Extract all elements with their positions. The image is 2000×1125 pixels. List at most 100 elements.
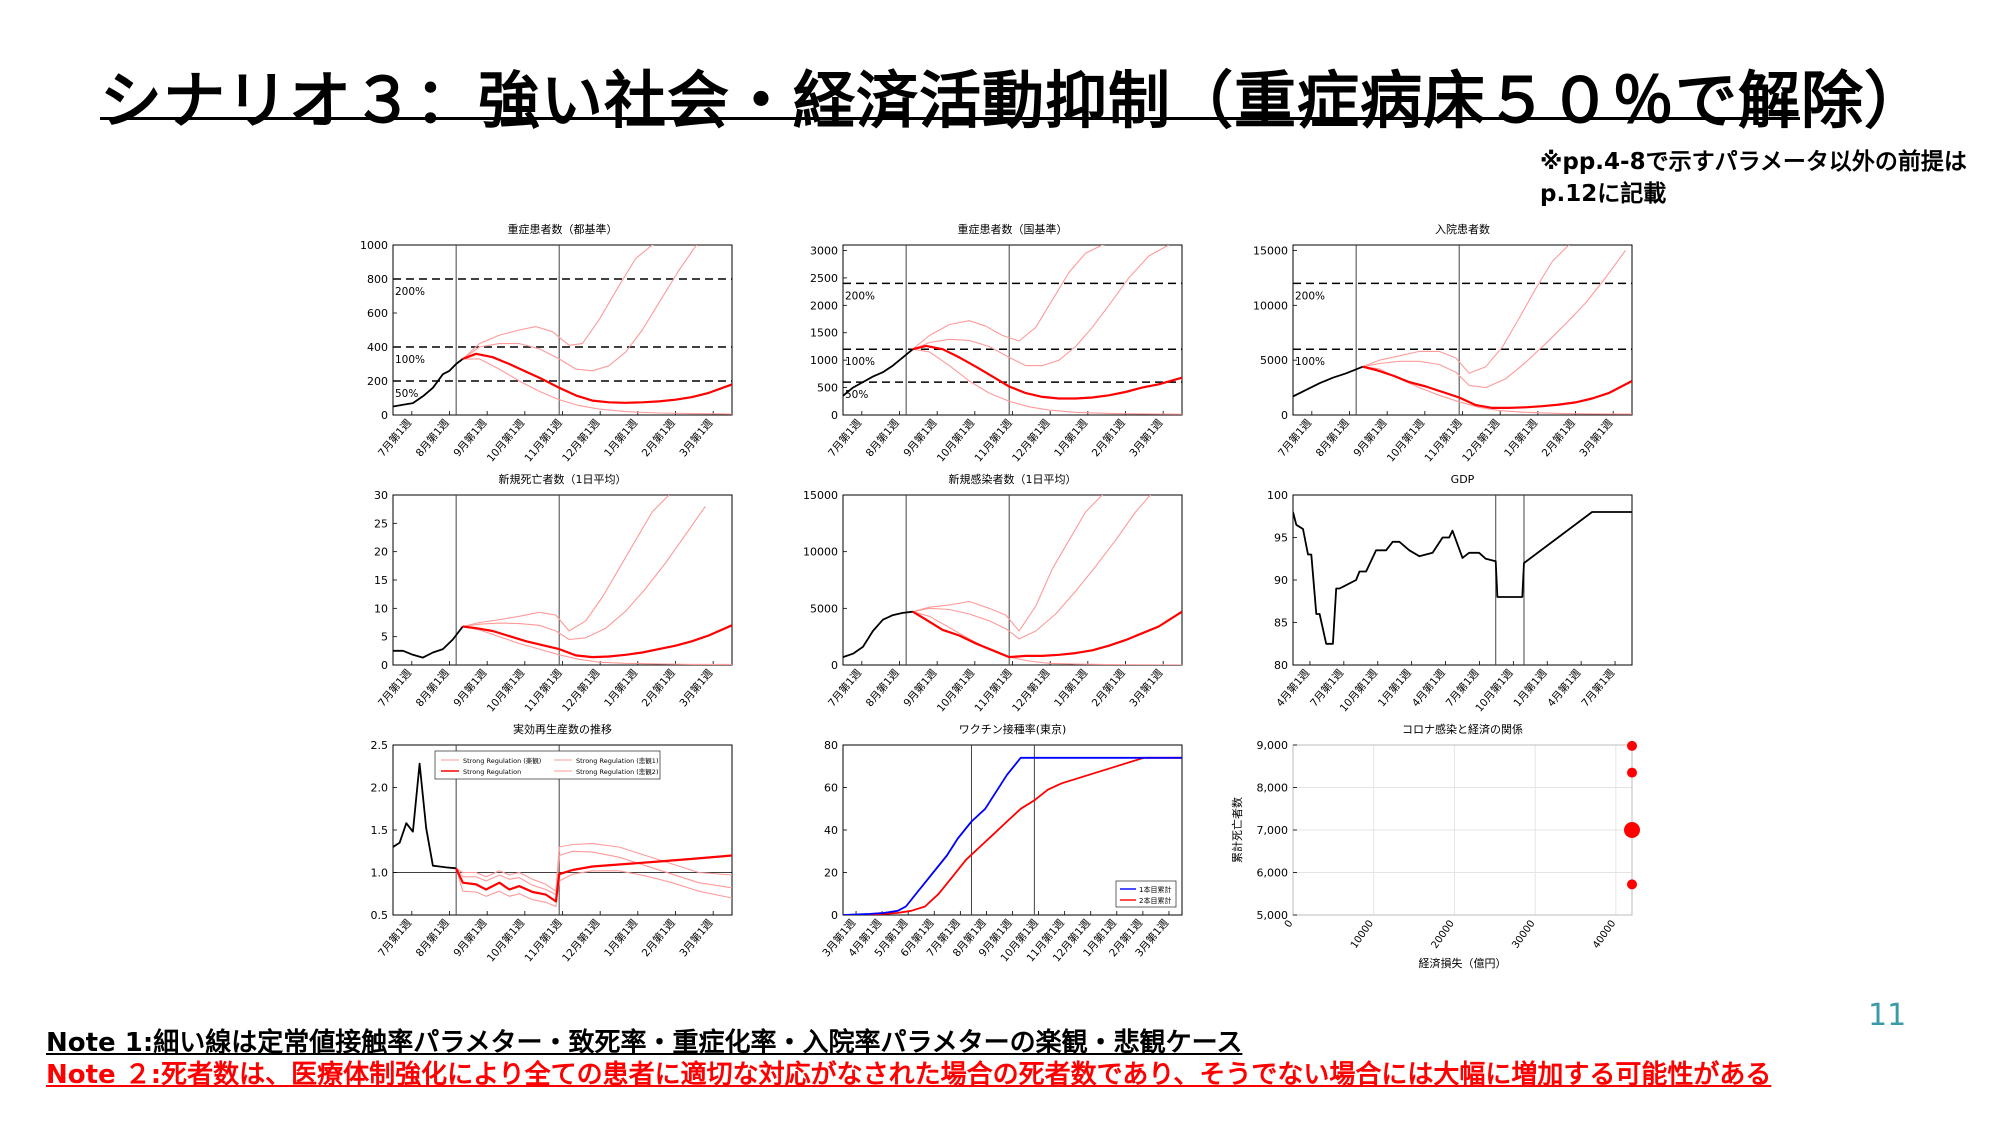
y-tick-label: 40	[824, 824, 838, 837]
x-tick-label: 7月第1週	[375, 416, 414, 459]
series-line-observed	[393, 358, 464, 408]
series-group	[843, 495, 1182, 665]
chart-title: 入院患者数	[1435, 222, 1490, 236]
series-line-case	[462, 245, 655, 360]
series-line-vaccine2	[843, 756, 1182, 915]
x-tick-label: 10月第1週	[484, 666, 527, 714]
x-tick-label: 10000	[1349, 918, 1376, 950]
x-tick-label: 12月第1週	[559, 916, 602, 964]
x-tick-label: 8月第1週	[413, 666, 452, 709]
plot-frame	[1292, 244, 1633, 416]
x-axis-label: 経済損失（億円）	[1419, 956, 1507, 970]
x-tick-label: 7月第1週	[1275, 416, 1314, 459]
reference-line-label: 100%	[1295, 356, 1325, 368]
x-tick-label: 10月第1週	[484, 416, 527, 464]
scatter-point	[1627, 740, 1637, 751]
chart-title: 新規感染者数（1日平均）	[949, 472, 1077, 486]
y-tick-label: 200	[367, 375, 388, 388]
legend-box	[434, 750, 661, 780]
x-tick-label: 2月第1週	[1089, 416, 1128, 459]
y-tick-label: 100	[1267, 489, 1288, 502]
series-group	[393, 245, 732, 415]
x-tick-label: 7月第1週	[375, 666, 414, 709]
x-tick-label: 7月第1週	[375, 916, 414, 959]
y-tick-label: 0	[831, 659, 838, 672]
series-line-central	[462, 352, 732, 404]
legend-entry-label: Strong Regulation (悲観1)	[576, 756, 658, 765]
series-group	[843, 756, 1182, 915]
x-tick-label: 10月第1週	[934, 666, 977, 714]
series-line-observed	[393, 762, 457, 870]
y-tick-label: 15000	[803, 489, 838, 502]
x-tick-label: 2月第1週	[1539, 416, 1578, 459]
y-tick-label: 0	[831, 409, 838, 422]
chart-title: ワクチン接種率(東京)	[959, 722, 1067, 736]
y-tick-label: 10	[374, 602, 388, 615]
y-tick-label: 25	[374, 517, 388, 530]
x-tick-label: 1月第1週	[1051, 416, 1090, 459]
x-tick-label: 4月第1週	[1545, 666, 1584, 709]
x-tick-label: 8月第1週	[863, 666, 902, 709]
y-tick-label: 0	[381, 409, 388, 422]
x-tick-label: 9月第1週	[1351, 416, 1390, 459]
x-tick-label: 2月第1週	[639, 666, 678, 709]
y-tick-label: 10000	[1253, 299, 1288, 312]
x-tick-label: 11月第1週	[972, 416, 1015, 464]
reference-line-label: 100%	[845, 356, 875, 368]
x-tick-label: 9月第1週	[451, 416, 490, 459]
series-line-observed	[1293, 365, 1364, 398]
y-tick-label: 0.5	[371, 909, 389, 922]
legend-entry-label: 1本目累計	[1139, 885, 1171, 894]
x-tick-label: 1月第1週	[1375, 666, 1414, 709]
series-group	[1293, 245, 1632, 415]
y-tick-label: 3000	[810, 244, 838, 257]
slide-title: シナリオ３：強い社会・経済活動抑制（重症病床５０％で解除）	[100, 64, 1928, 137]
x-tick-label: 12月第1週	[1459, 416, 1502, 464]
plot-frame	[392, 494, 733, 666]
legend-entry-label: Strong Regulation (悲観2)	[576, 767, 658, 776]
series-line-case	[912, 495, 1104, 632]
x-tick-label: 1月第1週	[601, 416, 640, 459]
y-tick-label: 6,000	[1257, 867, 1289, 880]
y-tick-label: 80	[824, 739, 838, 752]
y-tick-label: 20	[374, 546, 388, 559]
chart-title: 重症患者数（都基準）	[508, 222, 618, 236]
x-tick-label: 20000	[1430, 918, 1457, 950]
series-group	[1293, 511, 1632, 645]
y-tick-label: 2000	[810, 299, 838, 312]
series-group	[843, 245, 1182, 415]
x-tick-label: 8月第1週	[1313, 416, 1352, 459]
chart-panel-2: 重症患者数（国基準） 0 500 1000 1500 2000 2500 3000 7月第1週 8…	[810, 222, 1183, 464]
chart-title: GDP	[1451, 473, 1475, 486]
y-tick-label: 9,000	[1257, 739, 1289, 752]
legend-entry-label: 2本目累計	[1139, 896, 1171, 905]
y-tick-label: 1.5	[371, 824, 389, 837]
y-tick-label: 600	[367, 307, 388, 320]
x-tick-label: 1月第1週	[601, 916, 640, 959]
reference-line-label: 100%	[395, 354, 425, 366]
note-1: Note 1:細い線は定常値接触率パラメター・致死率・重症化率・入院率パラメター…	[46, 1028, 1243, 1058]
series-line-central	[1362, 365, 1632, 409]
chart-panel-1: 重症患者数（都基準） 0 200 400 600 800 1000 7月第1週 8月第1週 9月第…	[360, 222, 733, 464]
y-tick-label: 30	[374, 489, 388, 502]
y-tick-label: 90	[1274, 574, 1288, 587]
reference-line-label: 50%	[395, 388, 418, 400]
y-tick-label: 95	[1274, 532, 1288, 545]
series-line-case	[1362, 250, 1626, 389]
reference-line-label: 200%	[1295, 290, 1325, 302]
series-line-central	[912, 610, 1182, 659]
page-number: 11	[1868, 998, 1907, 1033]
scatter-point	[1627, 767, 1637, 778]
series-line-observed	[1293, 511, 1632, 645]
x-tick-label: 9月第1週	[901, 416, 940, 459]
y-tick-label: 1500	[810, 327, 838, 340]
y-tick-label: 0	[831, 909, 838, 922]
x-tick-label: 8月第1週	[413, 416, 452, 459]
series-line-case	[462, 625, 732, 665]
y-tick-label: 1000	[360, 239, 388, 252]
series-line-central	[912, 344, 1182, 400]
y-tick-label: 800	[367, 273, 388, 286]
series-line-case	[462, 358, 732, 415]
x-tick-label: 11月第1週	[522, 916, 565, 964]
